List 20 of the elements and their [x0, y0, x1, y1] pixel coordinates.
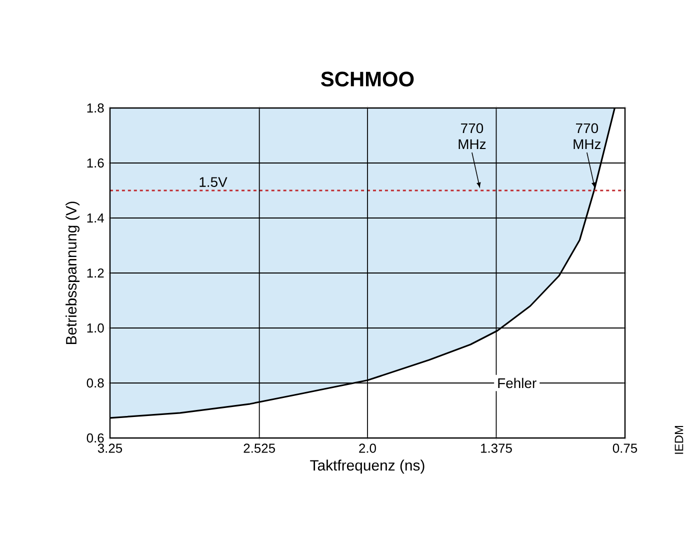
annotation: 770 MHz [574, 123, 601, 149]
chart-title: SCHMOO [321, 72, 414, 86]
annotation: 770 MHz [458, 123, 486, 149]
y-tick-label: 1.0 [87, 323, 104, 333]
text: IEDM [674, 426, 684, 454]
x-tick-label: 1.375 [481, 444, 512, 453]
y-tick-label: 1.8 [87, 103, 104, 113]
x-tick-label: 2.0 [359, 444, 376, 453]
ref-line-label: 1.5V [200, 177, 228, 187]
y-axis-title: Betriebsspannung (V) [66, 202, 80, 344]
y-tick-label: 0.8 [86, 378, 104, 388]
y-tick-label: 1.2 [87, 268, 104, 278]
annotation: Fehler [498, 378, 536, 388]
y-tick-label: 0.6 [86, 433, 104, 443]
y-tick-label: 1.4 [87, 214, 104, 222]
x-tick-label: 0.75 [612, 444, 638, 453]
y-tick-label: 1.6 [87, 158, 104, 168]
x-axis-title: Taktfrequenz (ns) [310, 460, 424, 474]
x-tick-label: 3.25 [98, 444, 122, 453]
x-tick-label: 2.525 [244, 444, 275, 453]
